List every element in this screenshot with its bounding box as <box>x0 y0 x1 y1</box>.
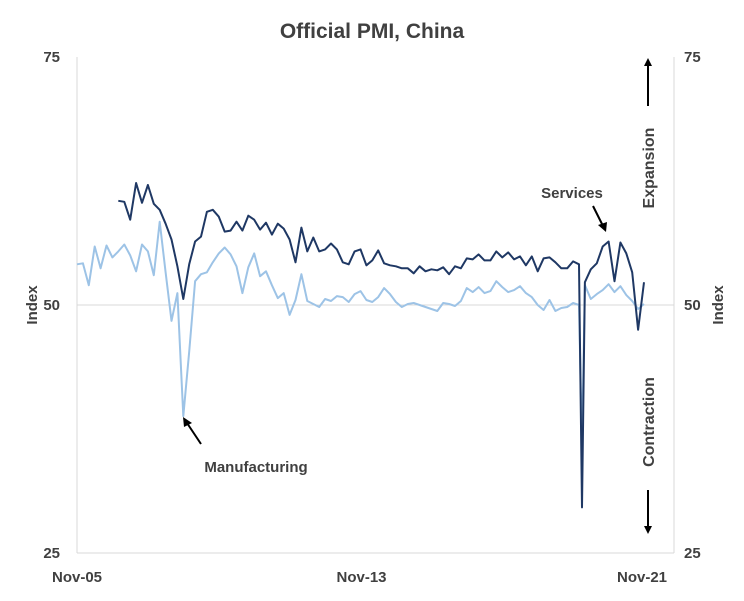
y-tick-left-1: 50 <box>43 297 60 314</box>
x-tick-2: Nov-21 <box>617 569 667 586</box>
contraction-arrow <box>644 490 652 534</box>
services-label: Services <box>541 185 603 202</box>
series-line-services <box>118 182 645 509</box>
manufacturing-arrow <box>183 417 202 445</box>
manufacturing-label: Manufacturing <box>204 459 307 476</box>
x-tick-0: Nov-05 <box>52 569 102 586</box>
y-axis-title-right: Index <box>710 285 727 325</box>
chart-title: Official PMI, China <box>280 20 465 43</box>
expansion-label: Expansion <box>641 128 658 209</box>
x-tick-1: Nov-13 <box>336 569 386 586</box>
y-tick-right-1: 50 <box>684 297 701 314</box>
services-arrow <box>592 205 607 232</box>
y-tick-right-0: 25 <box>684 545 701 562</box>
y-axis-title-left: Index <box>24 285 41 325</box>
plot-frame <box>76 57 675 554</box>
series-layer <box>76 182 645 509</box>
series-line-manufacturing <box>76 220 645 448</box>
expansion-arrow <box>644 58 652 106</box>
y-tick-right-2: 75 <box>684 49 701 66</box>
contraction-label: Contraction <box>641 377 658 467</box>
y-tick-left-0: 25 <box>43 545 60 562</box>
axis-ticks: 25 25 50 50 75 75 Nov-05 Nov-13 Nov-21 <box>43 49 700 586</box>
y-tick-left-2: 75 <box>43 49 60 66</box>
